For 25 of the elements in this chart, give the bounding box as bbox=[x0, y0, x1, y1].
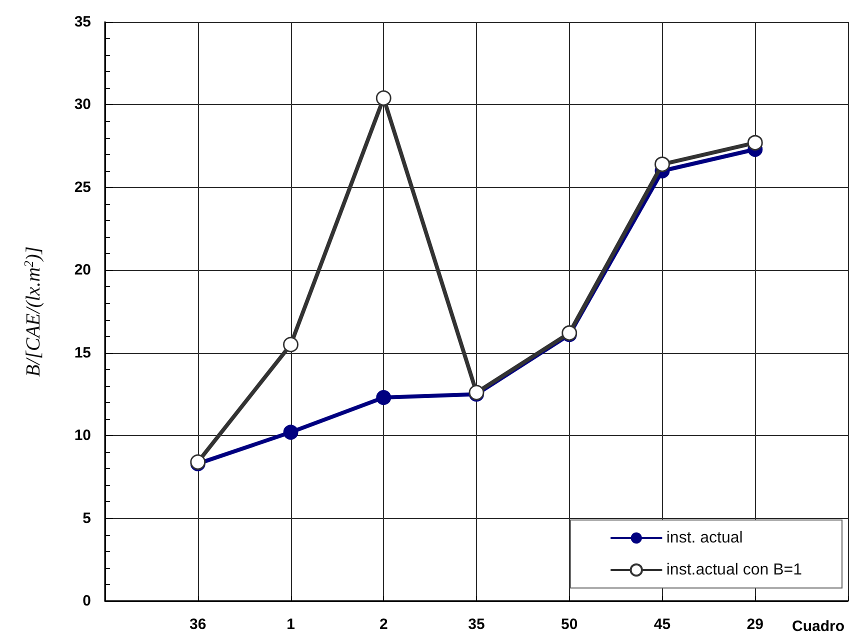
y-tick-label: 35 bbox=[74, 14, 91, 30]
point bbox=[654, 156, 670, 172]
x-tick-label: 50 bbox=[561, 616, 578, 633]
x-tick-label: 1 bbox=[286, 616, 295, 633]
y-tick-label: 20 bbox=[74, 262, 91, 279]
y-tick-label: 15 bbox=[74, 344, 91, 362]
x-tick-label: 45 bbox=[654, 616, 671, 633]
point bbox=[747, 135, 763, 151]
legend-label: inst.actual con B=1 bbox=[666, 562, 802, 578]
y-tick-label: 25 bbox=[74, 178, 91, 196]
y-tick-label: 30 bbox=[74, 96, 91, 114]
legend-label: inst. actual bbox=[666, 530, 743, 546]
point bbox=[283, 336, 298, 352]
point bbox=[376, 390, 392, 406]
y-tick-label: 10 bbox=[74, 427, 91, 444]
x-tick-label: 35 bbox=[468, 616, 485, 633]
y-axis-title: B/[CAE/(lx.m2)] bbox=[21, 246, 44, 377]
point bbox=[376, 90, 392, 106]
x-tick-label: 29 bbox=[746, 616, 764, 633]
x-axis-title: Cuadro bbox=[792, 618, 844, 635]
x-tick-label: 36 bbox=[190, 616, 206, 633]
y-tick-label: 5 bbox=[82, 510, 91, 527]
x-tick-label: 2 bbox=[379, 616, 388, 633]
y-tick-label: 0 bbox=[82, 592, 91, 610]
point bbox=[283, 424, 298, 440]
